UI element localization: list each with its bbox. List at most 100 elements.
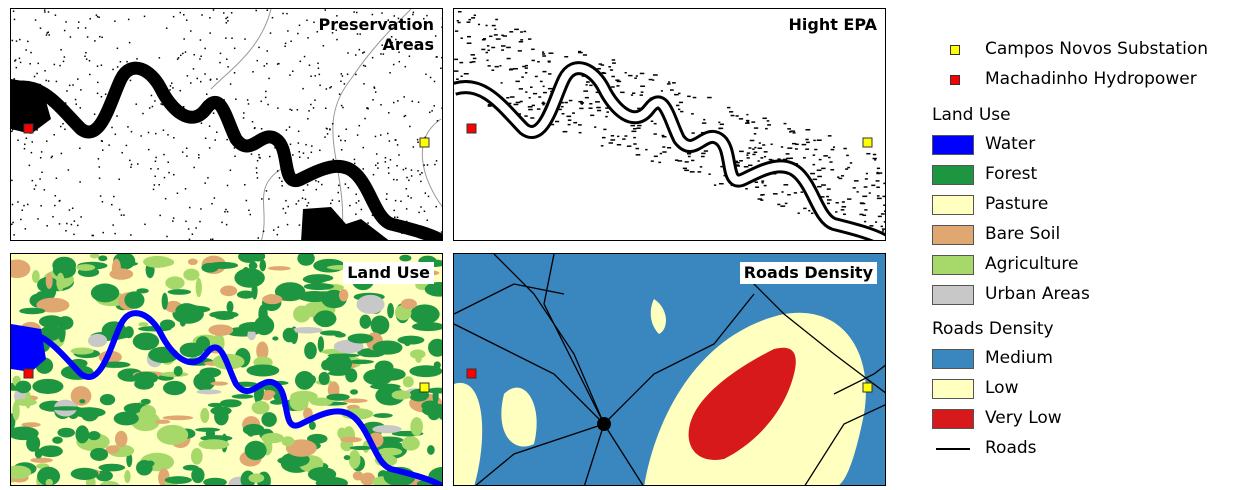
speckle [631,94,633,96]
speckle [707,97,711,99]
speckle [243,117,245,119]
speckle [843,148,846,150]
speckle [44,189,46,191]
speckle [299,224,301,226]
speckle [341,149,343,151]
speckle [590,115,594,117]
speckle [701,156,705,158]
speckle [759,142,761,144]
speckle [528,106,533,108]
land-patch [177,306,211,314]
speckle [810,173,815,175]
speckle [683,168,687,170]
speckle [130,166,132,168]
speckle [193,167,195,169]
speckle [182,53,184,55]
speckle [386,193,388,195]
speckle [393,179,395,181]
speckle [375,165,377,167]
speckle [48,11,50,13]
speckle [877,195,880,197]
speckle [31,141,33,143]
speckle [155,161,157,163]
map [11,254,443,486]
speckle [841,209,845,211]
speckle [324,136,326,138]
land-patch [403,376,414,387]
speckle [436,160,438,162]
speckle [41,151,43,153]
speckle [227,66,229,68]
speckle [227,185,229,187]
speckle [304,56,306,58]
hydropower-marker [467,124,476,133]
speckle [309,64,311,66]
speckle [637,125,641,127]
speckle [219,62,221,64]
speckle [256,172,258,174]
land-patch [208,324,233,335]
legend-point [950,75,960,85]
speckle [690,171,695,173]
speckle [661,90,663,92]
speckle [192,233,194,235]
speckle [841,206,846,208]
speckle [136,58,138,60]
speckle [332,123,334,125]
speckle [501,82,503,84]
speckle [701,153,705,155]
speckle [298,131,300,133]
speckle [847,198,851,200]
speckle [319,85,321,87]
speckle [367,222,369,224]
land-patch [141,399,151,405]
speckle [819,159,822,161]
speckle [113,196,115,198]
speckle [29,165,31,167]
speckle [37,63,39,65]
speckle [882,230,884,232]
speckle [411,175,413,177]
speckle [578,101,582,103]
speckle [578,124,582,126]
speckle [877,168,880,170]
speckle [35,185,37,187]
speckle [380,134,382,136]
speckle [186,148,188,150]
speckle [341,105,343,107]
land-patch [308,467,336,482]
land-patch [155,420,170,424]
land-patch [397,336,424,345]
speckle [564,102,567,104]
speckle [836,202,839,204]
speckle [44,9,46,11]
speckle [372,57,374,59]
speckle [455,30,458,32]
speckle [115,134,117,136]
speckle [319,74,321,76]
land-patch [262,390,275,397]
speckle [209,147,211,149]
speckle [267,9,269,11]
speckle [876,180,880,182]
speckle [857,191,859,193]
speckle [286,13,288,15]
speckle [817,176,822,178]
speckle [112,69,114,71]
speckle [603,129,606,131]
speckle [767,124,771,126]
speckle [864,209,867,211]
speckle [344,83,346,85]
legend-swatch [932,349,974,369]
speckle [277,107,279,109]
speckle [854,180,859,182]
speckle [40,27,42,29]
land-patch [326,394,349,401]
speckle [817,170,822,172]
speckle [36,73,38,75]
speckle [358,200,360,202]
speckle [66,223,68,225]
speckle [697,171,701,173]
speckle [578,52,583,54]
speckle [269,156,271,158]
